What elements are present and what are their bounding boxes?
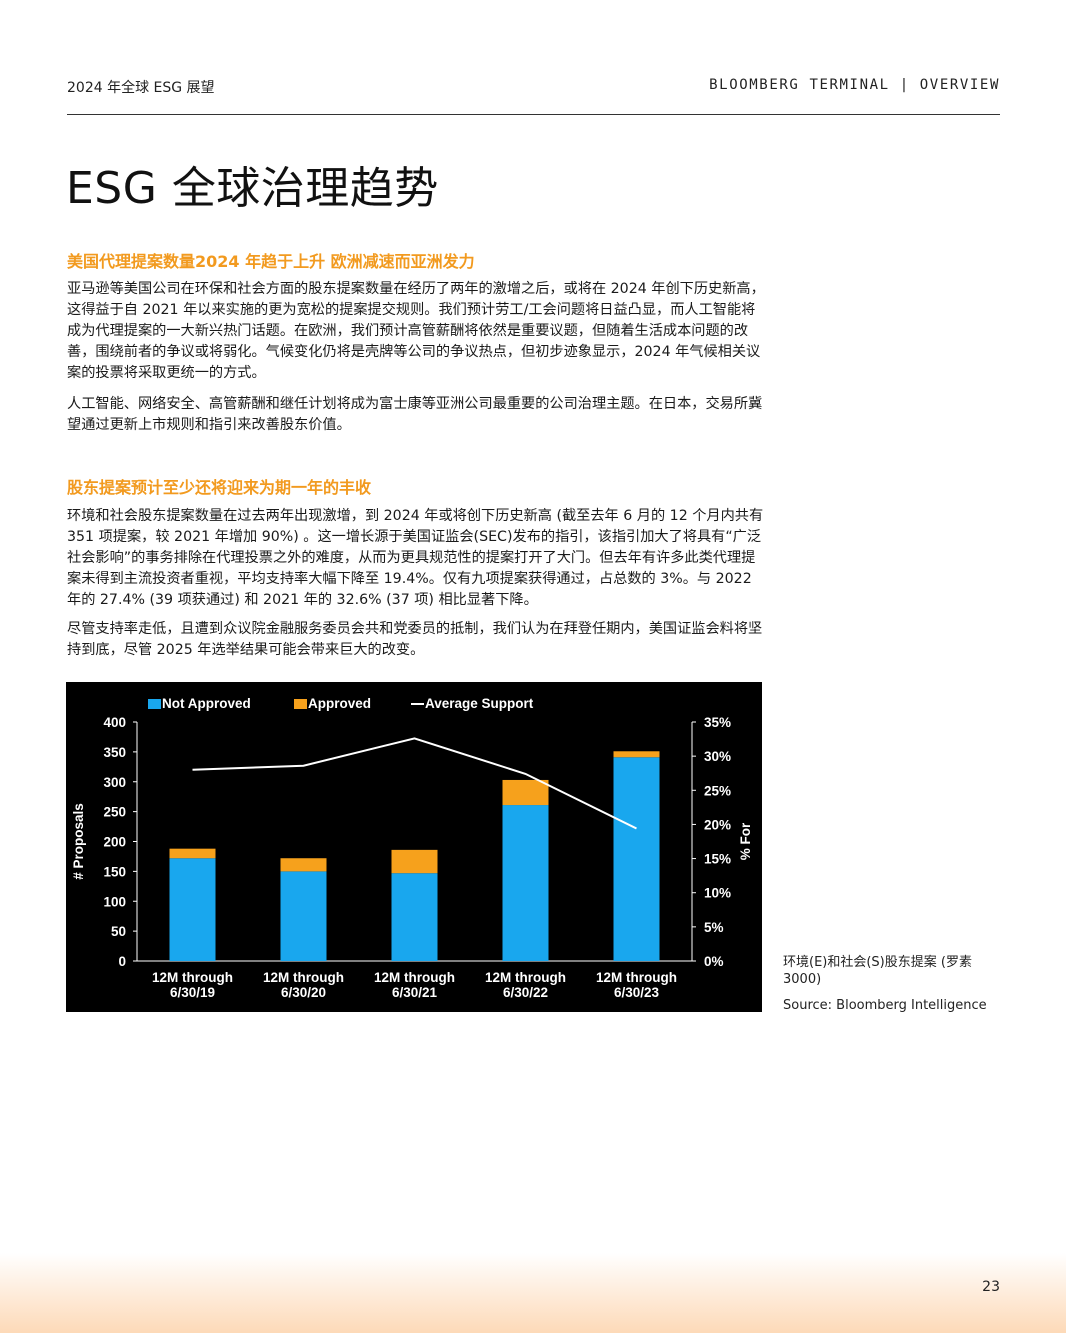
section-1-title: 美国代理提案数量2024 年趋于上升 欧洲减速而亚洲发力 <box>67 252 475 271</box>
right-axis-tick-label: 15% <box>704 852 731 867</box>
header-report-title: 2024 年全球 ESG 展望 <box>67 80 215 96</box>
right-axis-tick-label: 30% <box>704 749 731 764</box>
right-axis-title: % For <box>738 822 753 860</box>
bar-approved-0 <box>169 848 216 859</box>
left-axis-tick-label: 0 <box>118 954 126 969</box>
bar-not-approved-4 <box>613 757 660 961</box>
category-label: 12M through <box>263 970 344 985</box>
left-axis-tick-label: 100 <box>103 894 126 909</box>
category-label: 12M through <box>596 970 677 985</box>
left-axis-tick-label: 350 <box>103 745 126 760</box>
category-label: 12M through <box>485 970 566 985</box>
left-axis-tick-label: 400 <box>103 715 126 730</box>
footer-gradient <box>0 1253 1066 1333</box>
category-label: 6/30/19 <box>170 985 215 1000</box>
bar-approved-4 <box>613 751 660 758</box>
average-support-line <box>192 737 637 830</box>
bar-not-approved-1 <box>280 871 327 961</box>
category-label: 6/30/20 <box>281 985 326 1000</box>
bar-approved-1 <box>280 858 327 872</box>
legend-not-approved-swatch <box>148 699 161 709</box>
right-axis-tick-label: 0% <box>704 954 724 969</box>
bar-approved-3 <box>502 779 549 806</box>
left-axis-tick-label: 150 <box>103 864 126 879</box>
category-label: 6/30/23 <box>614 985 660 1000</box>
bar-not-approved-3 <box>502 805 549 961</box>
category-label: 12M through <box>152 970 233 985</box>
left-axis-tick-label: 200 <box>103 835 126 850</box>
right-axis-tick-label: 20% <box>704 817 731 832</box>
bar-not-approved-2 <box>391 873 438 961</box>
chart-caption: 环境(E)和社会(S)股东提案 (罗素 3000) <box>783 955 972 987</box>
left-axis-tick-label: 300 <box>103 775 126 790</box>
section-1-paragraph-1: 亚马逊等美国公司在环保和社会方面的股东提案数量在经历了两年的激增之后，或将在 2… <box>67 281 765 381</box>
legend-approved-label: Approved <box>308 696 371 711</box>
right-axis-tick-label: 5% <box>704 920 724 935</box>
proposals-chart-svg: Not Approved Approved Average Support 0 50 10… <box>71 696 753 1000</box>
section-2-title: 股东提案预计至少还将迎来为期一年的丰收 <box>67 478 372 497</box>
page-title: ESG 全球治理趋势 <box>66 163 439 214</box>
page-number: 23 <box>982 1279 1000 1295</box>
section-2-paragraph-1: 环境和社会股东提案数量在过去两年出现激增，到 2024 年或将创下历史新高 (截… <box>67 508 764 608</box>
section-1-paragraph-2: 人工智能、网络安全、高管薪酬和继任计划将成为富士康等亚洲公司最重要的公司治理主题… <box>67 396 763 433</box>
legend-average-support-label: Average Support <box>425 696 534 711</box>
left-axis-tick-label: 50 <box>111 924 126 939</box>
category-label: 12M through <box>374 970 455 985</box>
left-axis-title: # Proposals <box>71 803 86 880</box>
header-divider <box>67 114 1000 115</box>
bar-not-approved-0 <box>169 858 216 961</box>
category-label: 6/30/22 <box>503 985 548 1000</box>
right-axis-tick-label: 25% <box>704 783 731 798</box>
category-label: 6/30/21 <box>392 985 438 1000</box>
right-axis-tick-label: 10% <box>704 886 731 901</box>
bar-approved-2 <box>391 849 438 874</box>
header-brand: BLOOMBERG TERMINAL | OVERVIEW <box>709 77 1000 93</box>
proposals-chart: Not Approved Approved Average Support 0 50 10… <box>66 682 762 1012</box>
legend-not-approved-label: Not Approved <box>162 696 251 711</box>
section-2-paragraph-2: 尽管支持率走低，且遭到众议院金融服务委员会共和党委员的抵制，我们认为在拜登任期内… <box>67 621 763 658</box>
legend-approved-swatch <box>294 699 307 709</box>
chart-source: Source: Bloomberg Intelligence <box>783 998 987 1013</box>
right-axis-tick-label: 35% <box>704 715 731 730</box>
left-axis-tick-label: 250 <box>103 805 126 820</box>
